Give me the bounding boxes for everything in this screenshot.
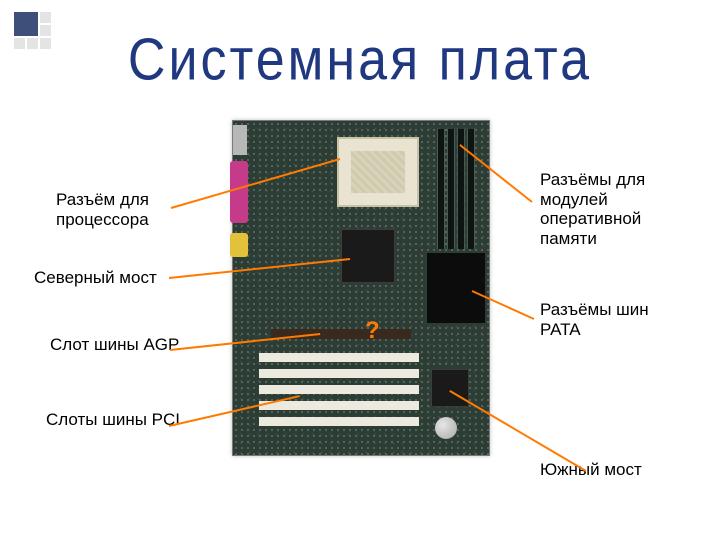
io-port-parallel — [230, 161, 248, 223]
label-southbridge: Южный мост — [540, 460, 700, 480]
label-pata: Разъёмы шин PATA — [540, 300, 690, 339]
io-port-serial — [230, 233, 248, 257]
pci-slot — [259, 417, 419, 426]
ram-slot — [447, 129, 455, 249]
label-agp-link[interactable]: шины AGP — [94, 335, 179, 354]
southbridge-chip — [431, 369, 469, 407]
question-mark-icon: ? — [365, 317, 380, 345]
ram-slot — [437, 129, 445, 249]
pci-slot — [259, 369, 419, 378]
ram-slot — [467, 129, 475, 249]
pci-slot — [259, 385, 419, 394]
label-ram: Разъёмы для модулей оперативной памяти — [540, 170, 700, 248]
pci-slot — [259, 353, 419, 362]
northbridge-chip — [341, 229, 395, 283]
label-agp-pre: Слот — [50, 335, 94, 354]
label-cpu: Разъём для процессора — [56, 190, 186, 229]
page-title: Системная плата — [0, 30, 720, 90]
motherboard: ? — [232, 120, 490, 456]
cpu-socket — [337, 137, 419, 207]
pata-connectors — [427, 253, 485, 323]
label-pci: Слоты шины PCI — [46, 410, 186, 430]
title-text: Системная плата — [128, 26, 592, 95]
io-port-metal — [233, 125, 247, 155]
cmos-battery — [435, 417, 457, 439]
slide: Системная плата ? Разъём для процессора … — [0, 0, 720, 540]
label-agp: Слот шины AGP — [50, 335, 190, 355]
pci-slot — [259, 401, 419, 410]
